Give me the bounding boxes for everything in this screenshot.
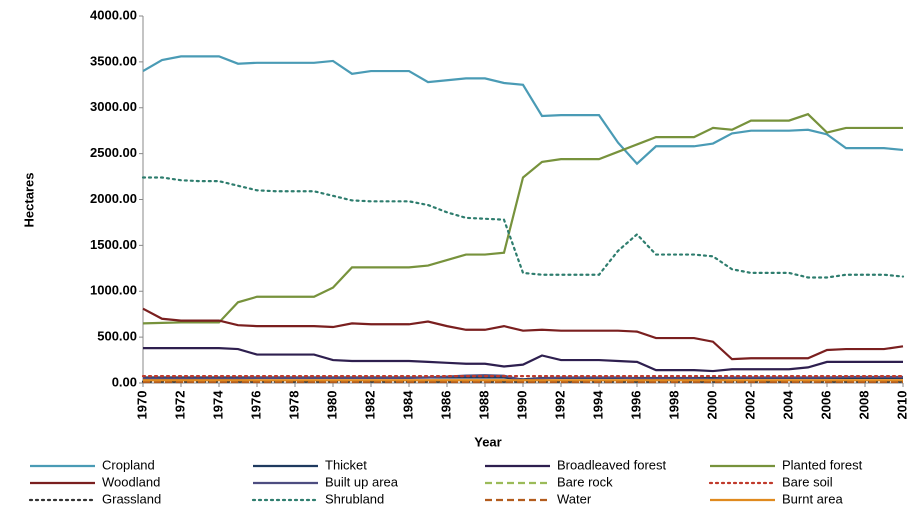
- x-tick-label: 1990: [514, 391, 529, 420]
- legend-label: Woodland: [102, 474, 160, 489]
- x-axis-title: Year: [474, 434, 501, 449]
- y-tick-label: 4000.00: [90, 7, 137, 22]
- y-tick-label: 1500.00: [90, 237, 137, 252]
- series-line: [142, 55, 904, 166]
- x-tick-label: 1980: [324, 391, 339, 420]
- legend-label: Burnt area: [782, 491, 843, 506]
- legend-label: Grassland: [102, 491, 161, 506]
- x-tick-label: 1972: [172, 391, 187, 420]
- legend-label: Thicket: [325, 457, 367, 472]
- x-tick-label: 1996: [628, 391, 643, 420]
- x-tick-label: 2006: [818, 391, 833, 420]
- x-tick-label: 1994: [590, 390, 605, 420]
- x-tick-label: 2008: [856, 391, 871, 420]
- series-line: [141, 176, 905, 279]
- y-tick-label: 2500.00: [90, 145, 137, 160]
- legend-label: Broadleaved forest: [557, 457, 667, 472]
- y-tick-label: 1000.00: [90, 283, 137, 298]
- x-tick-label: 2000: [704, 391, 719, 420]
- x-tick-label: 1988: [476, 391, 491, 420]
- legend-label: Planted forest: [782, 457, 863, 472]
- x-tick-label: 1974: [210, 390, 225, 420]
- x-tick-label: 1998: [666, 391, 681, 420]
- x-tick-label: 1978: [286, 391, 301, 420]
- legend-label: Cropland: [102, 457, 155, 472]
- series-line: [142, 307, 904, 361]
- x-tick-label: 2010: [894, 391, 909, 420]
- x-tick-label: 2004: [780, 390, 795, 420]
- y-tick-label: 3500.00: [90, 53, 137, 68]
- y-tick-label: 500.00: [97, 329, 137, 344]
- x-tick-label: 1986: [438, 391, 453, 420]
- y-tick-label: 0.00: [112, 374, 137, 389]
- y-axis-title: Hectares: [21, 173, 36, 228]
- x-tick-label: 1992: [552, 391, 567, 420]
- legend-label: Bare rock: [557, 474, 613, 489]
- y-tick-label: 2000.00: [90, 191, 137, 206]
- legend-label: Shrubland: [325, 491, 384, 506]
- x-tick-label: 1976: [248, 391, 263, 420]
- x-tick-label: 1982: [362, 391, 377, 420]
- x-tick-label: 2002: [742, 391, 757, 420]
- series-line: [143, 347, 903, 373]
- legend-label: Water: [557, 491, 592, 506]
- legend-label: Bare soil: [782, 474, 833, 489]
- series-line: [142, 112, 903, 325]
- x-tick-label: 1984: [400, 390, 415, 420]
- y-tick-label: 3000.00: [90, 99, 137, 114]
- x-tick-label: 1970: [134, 391, 149, 420]
- legend-label: Built up area: [325, 474, 399, 489]
